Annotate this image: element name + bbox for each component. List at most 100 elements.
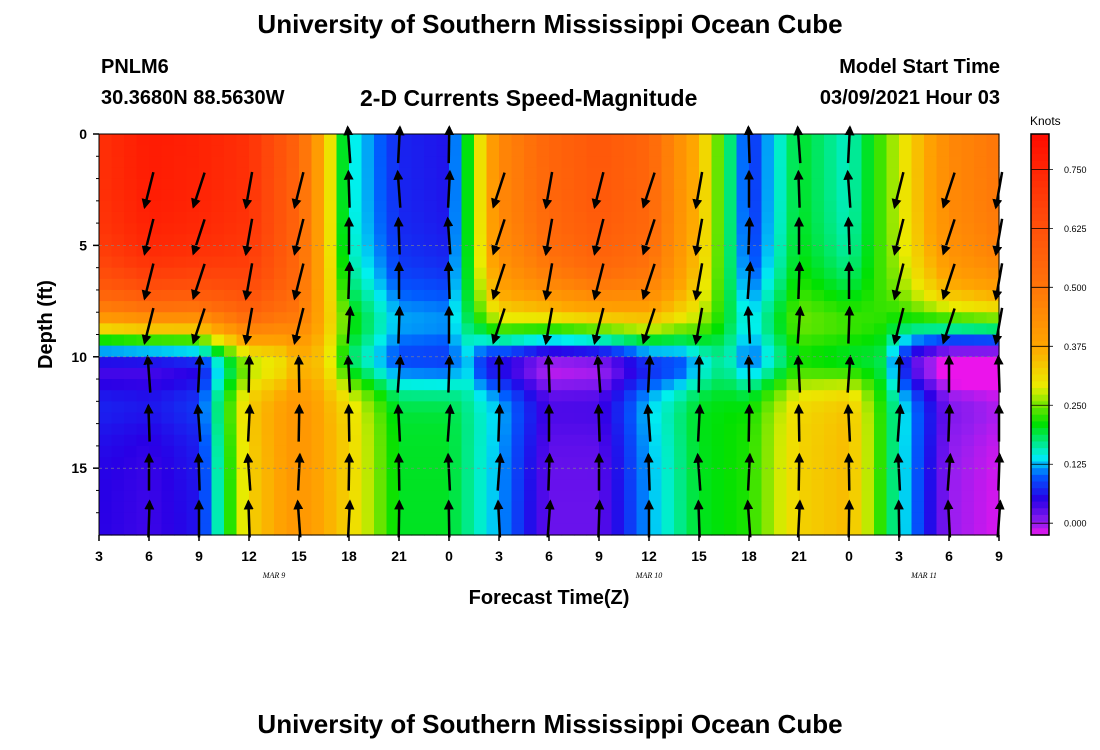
speed-cell [199,134,213,146]
speed-cell [899,301,913,313]
speed-cell [961,323,975,336]
speed-cell [599,289,613,302]
speed-cell [674,200,688,213]
speed-cell [986,267,1000,280]
speed-cell [549,379,563,391]
speed-cell [249,301,263,313]
speed-cell [661,501,675,514]
speed-cell [924,434,938,447]
speed-cell [836,490,850,503]
current-arrow [344,499,355,538]
speed-cell [849,468,863,480]
speed-cell [474,412,488,425]
speed-cell [886,445,900,458]
speed-cell [236,167,250,180]
speed-cell [336,278,350,291]
speed-cell [149,412,163,425]
speed-cell [711,523,725,536]
speed-cell [449,200,463,213]
speed-cell [424,312,438,324]
speed-cell [861,490,875,503]
speed-cell [549,468,563,480]
speed-cell [524,167,538,180]
speed-cell [736,245,750,258]
speed-cell [549,234,563,246]
speed-cell [699,490,713,503]
speed-cell [249,334,263,347]
speed-cell [99,156,113,169]
speed-cell [399,367,413,380]
speed-cell [411,278,425,291]
speed-cell [174,490,188,503]
speed-cell [761,178,775,191]
speed-cell [349,200,363,213]
speed-cell [399,323,413,336]
speed-cell [736,334,750,347]
speed-cell [486,345,500,358]
speed-cell [949,189,963,202]
speed-cell [811,390,825,402]
speed-cell [261,234,275,246]
speed-cell [624,334,638,347]
speed-cell [636,211,650,224]
speed-cell [299,289,313,302]
speed-cell [836,256,850,269]
speed-cell [236,445,250,458]
speed-cell [536,512,550,525]
speed-cell [449,423,463,436]
speed-cell [236,468,250,480]
speed-cell [561,156,575,169]
speed-cell [949,490,963,503]
speed-cell [499,312,513,324]
speed-cell [211,434,225,447]
speed-cell [624,178,638,191]
speed-cell [949,523,963,536]
speed-cell [749,457,763,469]
speed-cell [849,345,863,358]
speed-cell [786,401,800,414]
speed-cell [636,323,650,336]
speed-cell [436,156,450,169]
speed-cell [274,345,288,358]
speed-cell [686,379,700,391]
speed-cell [161,134,175,146]
speed-cell [224,334,238,347]
speed-cell [349,245,363,258]
speed-cell [436,211,450,224]
speed-cell [274,145,288,157]
speed-cell [136,211,150,224]
speed-cell [274,245,288,258]
speed-cell [124,468,138,480]
speed-cell [499,379,513,391]
speed-cell [386,200,400,213]
speed-cell [349,479,363,492]
speed-cell [649,312,663,324]
speed-cell [549,167,563,180]
speed-cell [149,234,163,246]
speed-cell [461,501,475,514]
speed-cell [224,245,238,258]
speed-cell [961,334,975,347]
speed-cell [986,278,1000,291]
speed-cell [411,223,425,235]
speed-cell [911,379,925,391]
speed-cell [449,223,463,235]
speed-cell [111,301,125,313]
speed-cell [899,434,913,447]
speed-cell [949,134,963,146]
speed-cell [199,178,213,191]
speed-cell [311,468,325,480]
speed-cell [461,289,475,302]
speed-cell [936,523,950,536]
speed-cell [424,434,438,447]
speed-cell [974,367,988,380]
speed-cell [461,178,475,191]
speed-cell [699,468,713,480]
speed-cell [811,379,825,391]
speed-cell [724,334,738,347]
speed-cell [799,211,813,224]
speed-cell [424,379,438,391]
speed-cell [599,412,613,425]
speed-cell [799,334,813,347]
speed-cell [524,457,538,469]
